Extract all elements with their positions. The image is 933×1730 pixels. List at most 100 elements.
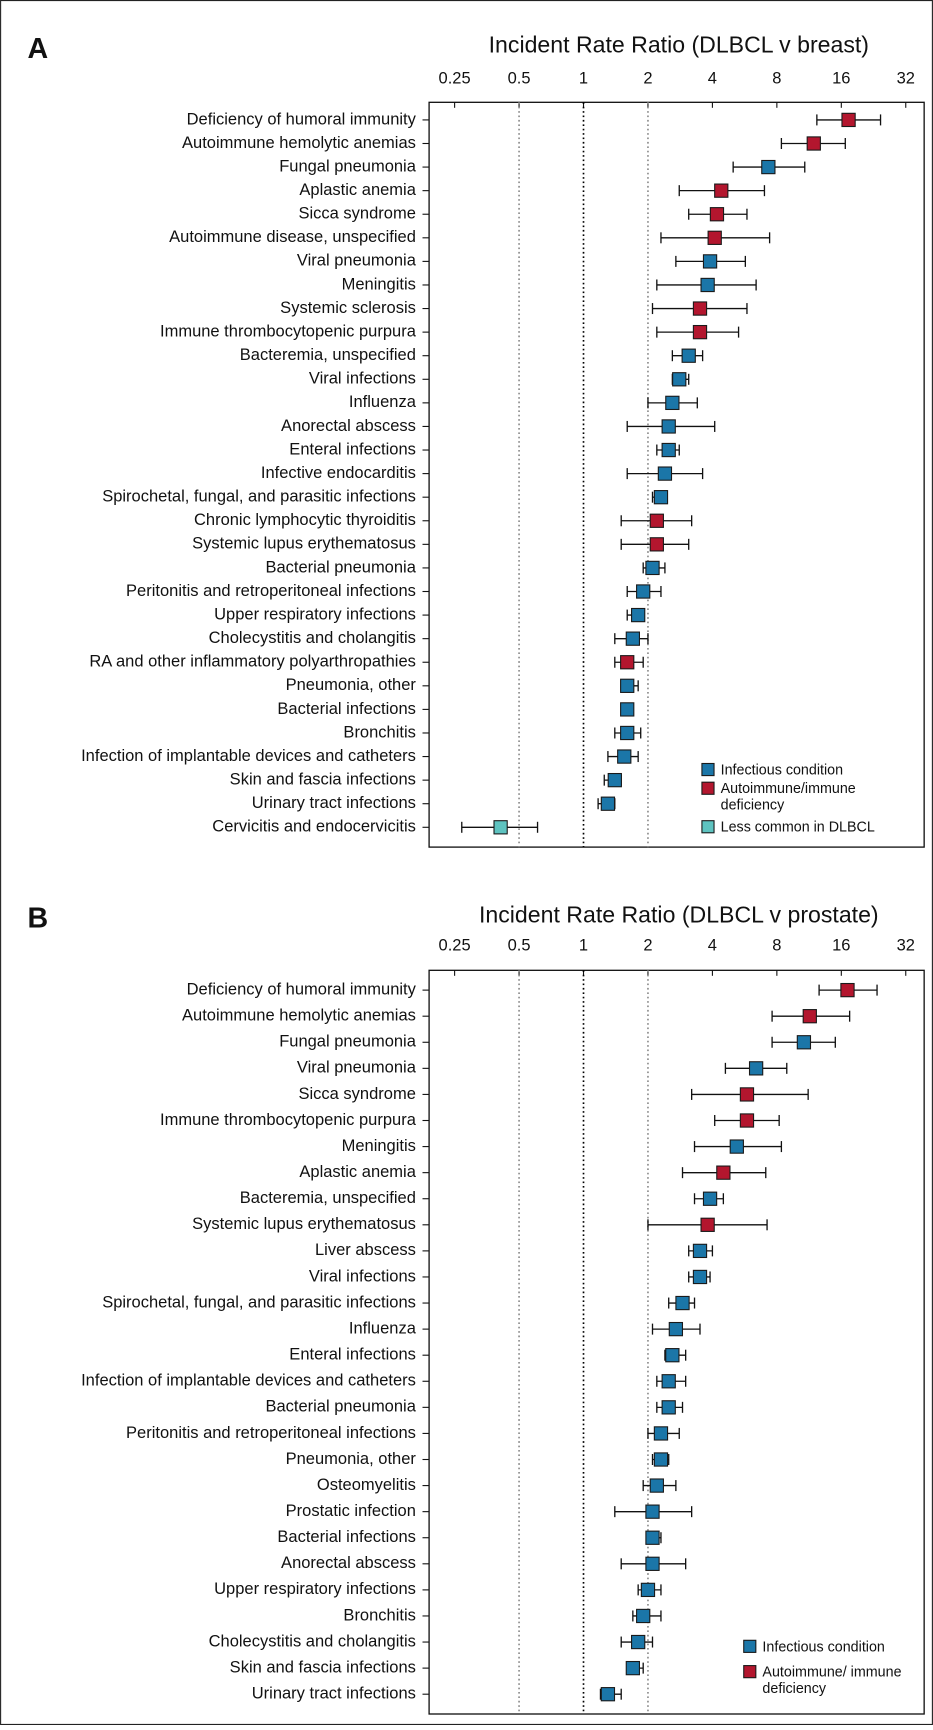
point-estimate bbox=[645, 1556, 660, 1571]
category-label: Chronic lymphocytic thyroiditis bbox=[194, 511, 416, 529]
legend-label: Infectious condition bbox=[720, 761, 844, 778]
category-label: Systemic sclerosis bbox=[280, 299, 416, 317]
point-estimate bbox=[702, 254, 718, 269]
category-label: Bacterial pneumonia bbox=[265, 558, 416, 576]
category-label: Enteral infections bbox=[289, 1346, 416, 1364]
point-estimate bbox=[668, 1321, 684, 1337]
x-tick-label: 8 bbox=[772, 70, 781, 88]
point-estimate bbox=[649, 1478, 664, 1493]
x-tick-label: 16 bbox=[832, 70, 850, 88]
category-label: Autoimmune hemolytic anemias bbox=[182, 134, 416, 152]
x-tick-label: 8 bbox=[772, 936, 781, 954]
point-estimate bbox=[761, 159, 776, 175]
point-estimate bbox=[645, 1504, 660, 1519]
category-label: Anorectal abscess bbox=[281, 1554, 416, 1572]
category-label: Autoimmune disease, unspecified bbox=[169, 228, 416, 246]
point-estimate bbox=[739, 1087, 755, 1102]
point-estimate bbox=[665, 395, 680, 411]
point-estimate bbox=[620, 702, 635, 717]
x-tick-label: 16 bbox=[832, 936, 850, 954]
category-label: Aplastic anemia bbox=[299, 1163, 416, 1181]
point-estimate bbox=[640, 1582, 656, 1598]
point-estimate bbox=[665, 1348, 680, 1363]
legend-swatch bbox=[701, 781, 715, 795]
point-estimate bbox=[802, 1009, 817, 1024]
category-label: Peritonitis and retroperitoneal infectio… bbox=[126, 582, 416, 600]
category-label: Bronchitis bbox=[343, 723, 415, 741]
category-label: Infective endocarditis bbox=[261, 464, 416, 482]
plot-frame bbox=[428, 101, 925, 848]
category-label: Peritonitis and retroperitoneal infectio… bbox=[126, 1424, 416, 1442]
category-label: Sicca syndrome bbox=[299, 1085, 416, 1103]
point-estimate bbox=[636, 1608, 651, 1624]
category-label: Enteral infections bbox=[289, 440, 416, 458]
legend-entry: Autoimmune/immune deficiency bbox=[720, 779, 856, 813]
point-estimate bbox=[653, 1426, 669, 1441]
point-estimate bbox=[675, 1295, 690, 1311]
point-estimate bbox=[617, 749, 632, 764]
x-tick-label: 32 bbox=[897, 936, 915, 954]
category-label: Systemic lupus erythematosus bbox=[192, 535, 416, 553]
x-tick-label: 4 bbox=[708, 936, 717, 954]
point-estimate bbox=[692, 1243, 708, 1259]
category-label: Deficiency of humoral immunity bbox=[187, 980, 417, 998]
point-estimate bbox=[700, 277, 715, 293]
point-estimate bbox=[645, 1530, 660, 1545]
category-label: Bacteremia, unspecified bbox=[240, 346, 416, 364]
point-estimate bbox=[681, 348, 696, 363]
category-label: Urinary tract infections bbox=[252, 794, 416, 812]
point-estimate bbox=[661, 1400, 676, 1415]
point-estimate bbox=[657, 466, 673, 481]
legend-entry: Autoimmune/ immune deficiency bbox=[762, 1663, 901, 1696]
point-estimate bbox=[709, 207, 725, 222]
category-label: Fungal pneumonia bbox=[279, 157, 417, 175]
legend-entry: Infectious condition bbox=[762, 1638, 884, 1655]
panel-label: B bbox=[28, 902, 49, 934]
point-estimate bbox=[620, 725, 635, 741]
category-label: RA and other inflammatory polyarthropath… bbox=[89, 653, 416, 671]
point-estimate bbox=[692, 301, 708, 316]
category-label: Urinary tract infections bbox=[252, 1685, 416, 1703]
category-label: Viral infections bbox=[309, 370, 416, 388]
point-estimate bbox=[649, 513, 664, 528]
category-label: Bacterial pneumonia bbox=[265, 1398, 416, 1416]
point-estimate bbox=[707, 230, 722, 245]
legend-entry: Less common in DLBCL bbox=[721, 818, 875, 835]
category-label: Anorectal abscess bbox=[281, 417, 416, 435]
x-tick-label: 0.25 bbox=[439, 936, 471, 954]
point-estimate bbox=[600, 796, 616, 811]
axis-title: Incident Rate Ratio (DLBCL v prostate) bbox=[479, 902, 879, 928]
category-label: Viral pneumonia bbox=[297, 252, 417, 270]
category-label: Bronchitis bbox=[343, 1606, 415, 1624]
plot-frame bbox=[428, 969, 925, 1715]
x-tick-label: 1 bbox=[579, 936, 588, 954]
category-label: Meningitis bbox=[342, 275, 416, 293]
x-tick-label: 0.25 bbox=[439, 70, 471, 88]
point-estimate bbox=[841, 112, 856, 128]
point-estimate bbox=[625, 1660, 641, 1676]
x-tick-label: 0.5 bbox=[508, 936, 531, 954]
category-label: Immune thrombocytopenic purpura bbox=[160, 1111, 417, 1129]
point-estimate bbox=[692, 324, 708, 340]
point-estimate bbox=[653, 1452, 669, 1467]
category-label: Sicca syndrome bbox=[299, 205, 416, 223]
point-estimate bbox=[714, 183, 729, 198]
category-label: Systemic lupus erythematosus bbox=[192, 1215, 416, 1233]
point-estimate bbox=[739, 1113, 755, 1128]
point-estimate bbox=[796, 1035, 812, 1050]
category-label: Spirochetal, fungal, and parasitic infec… bbox=[102, 1293, 416, 1311]
category-label: Viral pneumonia bbox=[297, 1059, 417, 1077]
legend-label: Autoimmune/immune deficiency bbox=[720, 779, 856, 813]
category-label: Liver abscess bbox=[315, 1241, 416, 1259]
x-tick-label: 2 bbox=[643, 70, 652, 88]
category-label: Bacterial infections bbox=[277, 700, 416, 718]
point-estimate bbox=[607, 772, 622, 788]
category-label: Upper respiratory infections bbox=[214, 1580, 416, 1598]
x-tick-label: 32 bbox=[897, 70, 915, 88]
category-label: Infection of implantable devices and cat… bbox=[81, 747, 416, 765]
point-estimate bbox=[692, 1269, 708, 1285]
category-label: Cholecystitis and cholangitis bbox=[209, 629, 416, 647]
point-estimate bbox=[806, 136, 821, 151]
